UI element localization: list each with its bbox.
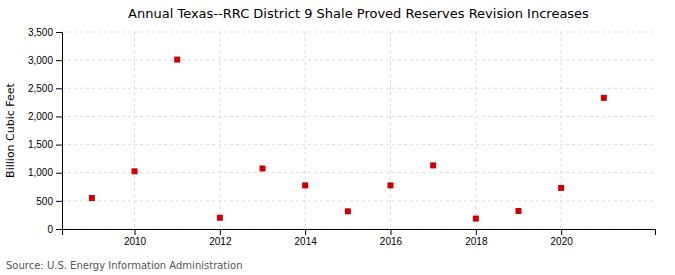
point — [558, 185, 564, 191]
point — [89, 195, 95, 201]
grid-line-y — [62, 116, 655, 117]
y-tick-mark — [56, 88, 62, 89]
point — [132, 168, 138, 174]
y-tick-mark — [56, 60, 62, 61]
y-tick-mark — [56, 145, 62, 146]
point — [260, 165, 266, 171]
x-tick: 2020 — [551, 229, 574, 247]
point — [387, 182, 393, 188]
x-tick: 2018 — [465, 229, 488, 247]
grid — [62, 32, 655, 229]
x-tick-label: 2016 — [380, 236, 403, 247]
x-tick: 2012 — [209, 229, 232, 247]
point — [430, 162, 436, 168]
x-tick: 2010 — [124, 229, 147, 247]
grid-line-x — [219, 32, 220, 229]
x-tick-mark — [135, 229, 136, 235]
y-tick: 0 — [47, 224, 62, 235]
y-tick-label: 500 — [36, 196, 53, 207]
grid-line-y — [62, 88, 655, 89]
grid-line-x — [305, 32, 306, 229]
y-tick: 3,000 — [28, 55, 62, 66]
point — [601, 95, 607, 101]
grid-line-x — [134, 32, 135, 229]
y-tick-label: 3,500 — [28, 27, 53, 38]
plot: 2010 2012 2014 2016 2018 2020 0 500 1,000 1,500 2,… — [28, 27, 656, 247]
point — [302, 182, 308, 188]
chart: 2010 2012 2014 2016 2018 2020 0 500 1,000 1,500 2,… — [0, 0, 675, 275]
y-tick-mark — [56, 229, 62, 230]
y-tick-label: 3,000 — [28, 55, 53, 66]
y-tick-label: 0 — [47, 224, 53, 235]
y-tick-mark — [56, 173, 62, 174]
grid-line-x — [390, 32, 391, 229]
x-tick: 2014 — [295, 229, 318, 247]
grid-line-y — [62, 144, 655, 145]
grid-line-y — [62, 60, 655, 61]
x-axis-line — [63, 230, 656, 236]
y-axis-title: Billion Cubic Feet — [4, 82, 17, 177]
title: Annual Texas--RRC District 9 Shale Prove… — [128, 6, 589, 21]
point — [174, 57, 180, 63]
point — [345, 208, 351, 214]
y-tick-mark — [56, 201, 62, 202]
x-tick-mark — [390, 229, 391, 235]
grid-line-x — [475, 32, 476, 229]
y-tick: 2,000 — [28, 111, 62, 122]
point — [515, 208, 521, 214]
x-tick-label: 2010 — [124, 236, 147, 247]
point — [217, 215, 223, 221]
x-tick-mark — [220, 229, 221, 235]
y-tick-label: 1,500 — [28, 139, 53, 150]
y-tick: 1,000 — [28, 167, 62, 178]
x-tick: 2016 — [380, 229, 403, 247]
x-tick-label: 2018 — [465, 236, 488, 247]
y-tick: 3,500 — [28, 27, 62, 38]
y-tick-mark — [56, 32, 62, 33]
y-tick: 1,500 — [28, 139, 62, 150]
point — [473, 216, 479, 222]
x-tick-mark — [305, 229, 306, 235]
grid-line-x — [561, 32, 562, 229]
x-tick-label: 2020 — [551, 236, 574, 247]
grid-line-y — [62, 32, 655, 33]
x-tick-label: 2012 — [209, 236, 232, 247]
y-tick-label: 2,500 — [28, 83, 53, 94]
y-tick: 2,500 — [28, 83, 62, 94]
y-tick-label: 1,000 — [28, 167, 53, 178]
y-axis: 0 500 1,000 1,500 2,000 2,500 3,000 3,500 — [28, 27, 63, 235]
x-tick-mark — [476, 229, 477, 235]
y-tick-mark — [56, 116, 62, 117]
source: Source: U.S. Energy Information Administ… — [6, 260, 243, 271]
y-axis-line — [56, 33, 63, 230]
x-tick-label: 2014 — [295, 236, 318, 247]
grid-line-y — [62, 172, 655, 173]
grid-line-y — [62, 200, 655, 201]
x-axis: 2010 2012 2014 2016 2018 2020 — [63, 229, 656, 247]
y-tick: 500 — [36, 196, 62, 207]
x-tick-mark — [561, 229, 562, 235]
y-tick-label: 2,000 — [28, 111, 53, 122]
points — [89, 57, 607, 222]
